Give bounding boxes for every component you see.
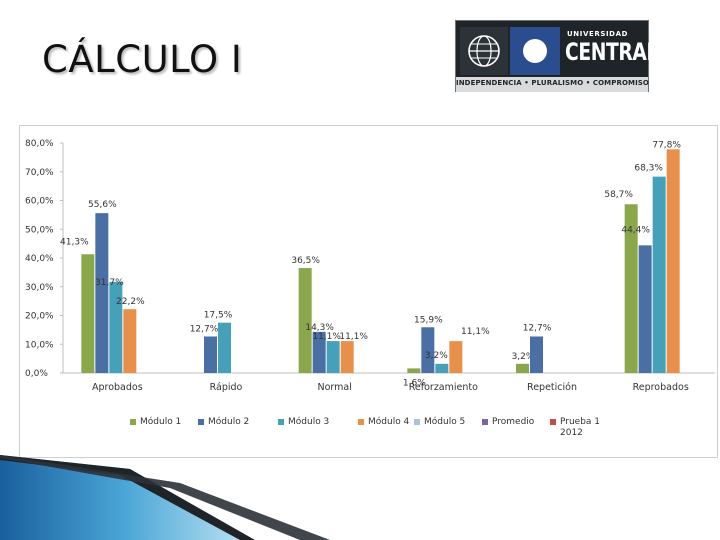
- y-tick-label: 10,0%: [25, 340, 54, 350]
- data-label: 31,7%: [95, 278, 124, 288]
- legend-label: Módulo 2: [208, 417, 250, 427]
- data-label: 41,3%: [60, 237, 89, 247]
- legend-swatch: [358, 419, 364, 425]
- legend-swatch: [198, 419, 204, 425]
- y-tick-label: 50,0%: [25, 225, 54, 235]
- x-tick-label: Reforzamiento: [409, 382, 478, 393]
- y-tick-label: 80,0%: [25, 139, 54, 149]
- legend-swatch: [130, 419, 136, 425]
- legend-item: Módulo 3: [278, 417, 329, 428]
- data-label: 17,5%: [204, 311, 233, 321]
- legend-label: Promedio: [492, 417, 535, 427]
- x-tick-label: Aprobados: [92, 382, 143, 393]
- y-tick-label: 0,0%: [25, 369, 48, 379]
- legend-label: Módulo 3: [288, 417, 330, 427]
- legend-item: Promedio: [482, 417, 534, 428]
- bar-chart: 0,0% 10,0% 20,0% 30,0% 40,0% 50,0% 60,0% 70,0% 8…: [25, 139, 715, 393]
- data-label: 77,8%: [652, 140, 681, 150]
- globe-icon: [460, 27, 508, 75]
- data-label: 15,9%: [414, 315, 443, 325]
- data-label: 12,7%: [523, 323, 552, 333]
- data-label: 55,6%: [88, 200, 117, 210]
- logo-motto: INDEPENDENCIA • PLURALISMO • COMPROMISO: [456, 79, 649, 87]
- legend-swatch: [482, 419, 488, 425]
- legend-item: Módulo 4: [358, 417, 409, 428]
- data-label: 12,7%: [190, 324, 219, 334]
- y-tick-label: 60,0%: [25, 197, 54, 207]
- data-label: 68,3%: [634, 164, 663, 174]
- data-label: 14,3%: [305, 323, 334, 333]
- data-label: 58,7%: [604, 190, 633, 200]
- logo-line2: CENTRAL: [565, 38, 659, 66]
- bar: [624, 204, 638, 373]
- data-label: 36,5%: [291, 256, 320, 266]
- data-label: 22,2%: [116, 297, 145, 307]
- x-tick-label: Normal: [317, 382, 351, 393]
- bar: [449, 341, 463, 373]
- legend-swatch: [550, 419, 556, 425]
- bar: [204, 336, 217, 373]
- bar: [95, 213, 109, 373]
- decorative-swoosh: [0, 455, 330, 540]
- bar: [638, 245, 652, 373]
- bar: [530, 336, 543, 373]
- bar: [81, 254, 95, 373]
- bar: [435, 363, 449, 373]
- legend-label: Módulo 4: [368, 417, 410, 427]
- bar: [109, 281, 123, 373]
- y-tick-label: 30,0%: [25, 283, 54, 293]
- chart-frame: 0,0% 10,0% 20,0% 30,0% 40,0% 50,0% 60,0% 70,0% 8…: [19, 125, 718, 458]
- x-tick-label: Reprobados: [633, 382, 689, 393]
- bar: [298, 268, 312, 373]
- slide-title: CÁLCULO I: [42, 38, 243, 81]
- legend-swatch: [414, 419, 420, 425]
- logo-motto-bar: [456, 77, 648, 92]
- bar: [218, 322, 231, 373]
- bar: [421, 327, 435, 373]
- legend-swatch: [278, 419, 284, 425]
- x-tick-label: Rápido: [210, 382, 243, 393]
- legend-label: Módulo 1: [140, 417, 182, 427]
- legend-item: Módulo 1: [130, 417, 181, 428]
- legend-item: Módulo 2: [198, 417, 249, 428]
- data-label: 3,2%: [425, 351, 448, 361]
- bar: [340, 341, 354, 373]
- data-label: 11,1%: [312, 332, 341, 342]
- bar: [326, 341, 340, 373]
- circle-emblem-icon: [510, 27, 560, 75]
- legend-label: Módulo 5: [424, 417, 466, 427]
- bar: [312, 331, 326, 373]
- bar: [652, 176, 666, 373]
- bar: [516, 363, 529, 373]
- bar: [666, 149, 680, 373]
- legend-item: Módulo 5: [414, 417, 465, 428]
- x-tick-label: Repetición: [527, 382, 577, 393]
- data-label: 3,2%: [512, 352, 535, 362]
- university-logo: UNIVERSIDAD CENTRAL INDEPENDENCIA • PLUR…: [455, 20, 658, 92]
- data-label: 44,4%: [621, 225, 650, 235]
- bar: [407, 368, 421, 373]
- y-tick-label: 20,0%: [25, 312, 54, 322]
- data-label: 11,1%: [461, 327, 490, 337]
- logo-line1: UNIVERSIDAD: [567, 30, 629, 38]
- legend-item: Prueba 1 2012: [550, 417, 600, 439]
- data-label: 11,1%: [339, 332, 368, 342]
- legend-label: Prueba 1: [560, 417, 601, 427]
- y-tick-label: 40,0%: [25, 254, 54, 264]
- data-label: 1,6%: [403, 378, 426, 388]
- y-tick-label: 70,0%: [25, 168, 54, 178]
- bar: [123, 309, 137, 373]
- legend-sublabel: 2012: [560, 428, 583, 438]
